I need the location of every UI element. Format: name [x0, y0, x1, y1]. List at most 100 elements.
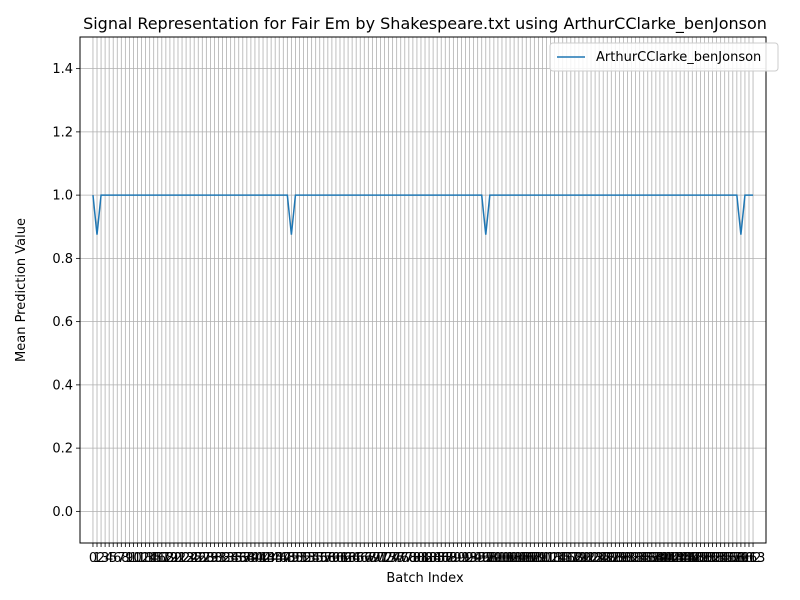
x-tick-label: 51	[291, 551, 308, 566]
y-tick-label: 1.4	[52, 62, 73, 77]
x-tick-label: 60	[328, 551, 345, 566]
x-tick-label: 160	[728, 551, 753, 566]
x-tick-label: 82	[417, 551, 434, 566]
x-tick-label: 23	[178, 551, 195, 566]
x-tick-label: 130	[607, 551, 632, 566]
x-tick-label: 45	[267, 551, 284, 566]
x-tick-label: 87	[437, 551, 454, 566]
y-tick-label: 1.2	[52, 125, 73, 140]
x-tick-label: 99	[486, 551, 503, 566]
legend-box	[549, 42, 779, 72]
x-tick-label: 139	[643, 551, 668, 566]
x-tick-label: 113	[538, 551, 563, 566]
x-tick-label: 146	[672, 551, 697, 566]
legend-entry-label: ArthurCClarke_benJonson	[596, 50, 761, 65]
y-tick-label: 0.4	[52, 378, 73, 393]
x-tick-label: 37	[235, 551, 252, 566]
x-tick-label: 20	[166, 551, 183, 566]
x-tick-label: 132	[615, 551, 640, 566]
plot-frame	[79, 36, 767, 544]
x-tick-label: 18	[158, 551, 175, 566]
x-tick-label: 0	[89, 551, 97, 566]
x-tick-label: 152	[696, 551, 721, 566]
y-tick-label: 1.0	[52, 189, 73, 204]
x-tick-label: 32	[214, 551, 231, 566]
x-tick-label: 149	[684, 551, 709, 566]
x-tick-label: 101	[490, 551, 515, 566]
x-tick-label: 90	[449, 551, 466, 566]
x-tick-label: 19	[162, 551, 179, 566]
x-tick-label: 71	[372, 551, 389, 566]
x-tick-label: 49	[283, 551, 300, 566]
x-tick-label: 111	[530, 551, 555, 566]
x-tick-label: 108	[518, 551, 543, 566]
x-tick-label: 133	[619, 551, 644, 566]
x-tick-label: 46	[271, 551, 288, 566]
x-tick-label: 120	[566, 551, 591, 566]
x-tick-label: 122	[575, 551, 600, 566]
x-tick-label: 117	[554, 551, 579, 566]
x-tick-label: 72	[376, 551, 393, 566]
x-tick-label: 63	[340, 551, 357, 566]
x-tick-label: 140	[647, 551, 672, 566]
x-tick-label: 142	[656, 551, 681, 566]
x-tick-label: 112	[534, 551, 559, 566]
x-tick-label: 56	[311, 551, 328, 566]
x-tick-label: 141	[652, 551, 677, 566]
x-tick-label: 58	[320, 551, 337, 566]
x-tick-label: 137	[635, 551, 660, 566]
x-tick-label: 42	[255, 551, 272, 566]
x-tick-label: 41	[251, 551, 268, 566]
x-tick-label: 1	[93, 551, 101, 566]
x-tick-label: 86	[433, 551, 450, 566]
x-tick-label: 97	[477, 551, 494, 566]
x-tick-label: 69	[364, 551, 381, 566]
x-tick-label: 123	[579, 551, 604, 566]
x-tick-label: 81	[413, 551, 430, 566]
x-tick-label: 162	[737, 551, 762, 566]
x-tick-label: 102	[494, 551, 519, 566]
y-tick-label: 0.2	[52, 442, 73, 457]
x-tick-label: 74	[384, 551, 401, 566]
series-line-arthurcclarke-benjonson	[92, 194, 754, 235]
x-tick-label: 104	[502, 551, 527, 566]
x-tick-label: 30	[206, 551, 223, 566]
x-tick-label: 127	[595, 551, 620, 566]
x-tick-label: 76	[392, 551, 409, 566]
x-tick-label: 143	[660, 551, 685, 566]
x-tick-label: 53	[299, 551, 316, 566]
x-tick-label: 68	[360, 551, 377, 566]
x-tick-label: 153	[700, 551, 725, 566]
x-tick-label: 5	[109, 551, 117, 566]
x-tick-label: 118	[558, 551, 583, 566]
x-tick-label: 40	[247, 551, 264, 566]
x-tick-label: 150	[688, 551, 713, 566]
x-tick-label: 84	[425, 551, 442, 566]
x-tick-label: 147	[676, 551, 701, 566]
x-tick-label: 92	[457, 551, 474, 566]
x-tick-label: 10	[125, 551, 142, 566]
x-tick-label: 25	[186, 551, 203, 566]
x-tick-label: 75	[388, 551, 405, 566]
x-tick-label: 121	[571, 551, 596, 566]
x-tick-label: 3	[101, 551, 109, 566]
x-tick-label: 154	[704, 551, 729, 566]
x-tick-label: 135	[627, 551, 652, 566]
x-tick-label: 34	[222, 551, 239, 566]
x-tick-label: 57	[316, 551, 333, 566]
x-tick-label: 54	[303, 551, 320, 566]
y-tick-label: 0.0	[52, 505, 73, 520]
x-tick-label: 91	[453, 551, 470, 566]
y-tick-label: 0.8	[52, 252, 73, 267]
x-tick-label: 43	[259, 551, 276, 566]
x-tick-label: 78	[401, 551, 418, 566]
x-tick-label: 98	[482, 551, 499, 566]
x-tick-label: 14	[141, 551, 158, 566]
x-tick-label: 145	[668, 551, 693, 566]
x-tick-label: 67	[356, 551, 373, 566]
x-tick-label: 17	[154, 551, 171, 566]
x-tick-label: 94	[465, 551, 482, 566]
x-tick-label: 66	[352, 551, 369, 566]
x-tick-label: 103	[498, 551, 523, 566]
